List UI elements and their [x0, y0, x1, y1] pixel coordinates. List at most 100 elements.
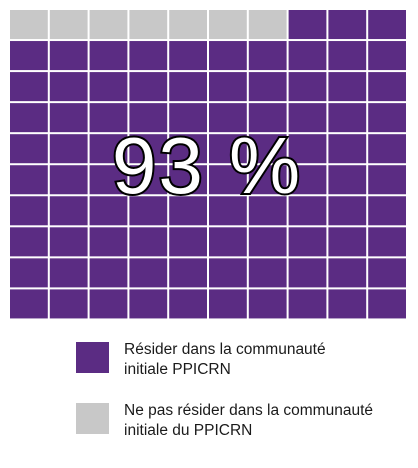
- waffle-cell-reside: [328, 134, 367, 164]
- waffle-cell-reside: [368, 227, 406, 257]
- waffle-cell-reside: [328, 10, 367, 40]
- waffle-cell-reside: [328, 258, 367, 288]
- waffle-cell-not-reside: [89, 10, 128, 40]
- waffle-cell-reside: [89, 103, 128, 133]
- legend-label-reside: Résider dans la communauté initiale PPIC…: [124, 340, 416, 380]
- legend-item-not-reside: Ne pas résider dans la communauté initia…: [76, 401, 416, 445]
- waffle-cell-reside: [288, 258, 327, 288]
- waffle-cell-reside: [89, 41, 128, 71]
- waffle-cell-reside: [368, 258, 406, 288]
- waffle-cell-reside: [248, 41, 287, 71]
- waffle-cell-reside: [129, 134, 168, 164]
- waffle-cell-reside: [368, 10, 406, 40]
- waffle-cell-reside: [129, 72, 168, 102]
- waffle-cell-reside: [49, 41, 88, 71]
- waffle-cell-reside: [288, 103, 327, 133]
- waffle-cell-not-reside: [129, 10, 168, 40]
- waffle-cell-reside: [328, 289, 367, 319]
- waffle-cell-reside: [209, 134, 247, 164]
- waffle-cell-reside: [49, 165, 88, 195]
- waffle-cell-reside: [288, 41, 327, 71]
- waffle-cell-reside: [129, 103, 168, 133]
- waffle-cell-reside: [248, 289, 287, 319]
- waffle-cell-reside: [248, 165, 287, 195]
- legend-label-not-reside: Ne pas résider dans la communauté initia…: [124, 401, 416, 441]
- waffle-cell-reside: [49, 196, 88, 226]
- waffle-cell-reside: [368, 72, 406, 102]
- waffle-cell-not-reside: [209, 10, 247, 40]
- waffle-cell-reside: [209, 258, 247, 288]
- waffle-cell-reside: [89, 72, 128, 102]
- waffle-cell-reside: [209, 41, 247, 71]
- waffle-cell-reside: [288, 10, 327, 40]
- waffle-cell-reside: [49, 72, 88, 102]
- waffle-cell-reside: [368, 289, 406, 319]
- waffle-cell-reside: [328, 103, 367, 133]
- waffle-cell-reside: [49, 103, 88, 133]
- waffle-cell-reside: [169, 258, 207, 288]
- waffle-cell-reside: [89, 134, 128, 164]
- waffle-cell-not-reside: [169, 10, 207, 40]
- waffle-cell-reside: [328, 165, 367, 195]
- waffle-cell-reside: [288, 289, 327, 319]
- legend-label-reside-line-1: Résider dans la communauté: [124, 341, 326, 358]
- waffle-cell-reside: [328, 72, 367, 102]
- waffle-cell-reside: [248, 258, 287, 288]
- waffle-cell-reside: [328, 41, 367, 71]
- waffle-cell-reside: [49, 289, 88, 319]
- waffle-cell-reside: [10, 227, 48, 257]
- waffle-cell-reside: [248, 72, 287, 102]
- waffle-cell-reside: [169, 196, 207, 226]
- waffle-cell-reside: [129, 227, 168, 257]
- waffle-cell-reside: [10, 103, 48, 133]
- waffle-cell-reside: [10, 165, 48, 195]
- waffle-cell-reside: [169, 72, 207, 102]
- waffle-cell-reside: [169, 134, 207, 164]
- waffle-cell-reside: [209, 289, 247, 319]
- waffle-cell-reside: [288, 227, 327, 257]
- waffle-cell-reside: [328, 196, 367, 226]
- legend-swatch-not-reside: [76, 403, 109, 434]
- waffle-cell-reside: [169, 165, 207, 195]
- waffle-cell-reside: [209, 196, 247, 226]
- waffle-cell-reside: [209, 72, 247, 102]
- waffle-cell-not-reside: [248, 10, 287, 40]
- waffle-cell-reside: [169, 41, 207, 71]
- waffle-cell-reside: [288, 72, 327, 102]
- waffle-cell-reside: [209, 165, 247, 195]
- waffle-cell-reside: [209, 227, 247, 257]
- waffle-cell-reside: [368, 41, 406, 71]
- waffle-cell-reside: [368, 165, 406, 195]
- waffle-cell-reside: [89, 165, 128, 195]
- waffle-cell-reside: [209, 103, 247, 133]
- legend-label-not-reside-line-1: Ne pas résider dans la communauté: [124, 402, 373, 419]
- waffle-cell-reside: [248, 196, 287, 226]
- waffle-cell-reside: [129, 258, 168, 288]
- waffle-cell-reside: [248, 227, 287, 257]
- legend-swatch-reside: [76, 342, 109, 373]
- waffle-cell-reside: [169, 103, 207, 133]
- waffle-cell-reside: [288, 165, 327, 195]
- legend-label-reside-line-2: initiale PPICRN: [124, 361, 231, 378]
- waffle-cell-reside: [89, 289, 128, 319]
- waffle-cell-not-reside: [49, 10, 88, 40]
- waffle-cell-reside: [129, 289, 168, 319]
- waffle-cell-reside: [10, 41, 48, 71]
- waffle-cell-reside: [169, 227, 207, 257]
- waffle-cell-reside: [368, 196, 406, 226]
- waffle-cell-reside: [129, 165, 168, 195]
- legend-item-reside: Résider dans la communauté initiale PPIC…: [76, 340, 416, 384]
- waffle-cell-reside: [248, 134, 287, 164]
- waffle-cell-reside: [248, 103, 287, 133]
- waffle-cell-reside: [129, 41, 168, 71]
- legend-label-not-reside-line-2: initiale du PPICRN: [124, 422, 253, 439]
- waffle-cell-reside: [49, 227, 88, 257]
- waffle-cell-reside: [89, 227, 128, 257]
- waffle-cell-reside: [49, 258, 88, 288]
- waffle-cell-reside: [89, 258, 128, 288]
- waffle-cell-reside: [288, 196, 327, 226]
- waffle-cell-reside: [288, 134, 327, 164]
- waffle-cell-reside: [169, 289, 207, 319]
- center-percentage-label: 93 %: [112, 121, 302, 210]
- waffle-cell-reside: [368, 103, 406, 133]
